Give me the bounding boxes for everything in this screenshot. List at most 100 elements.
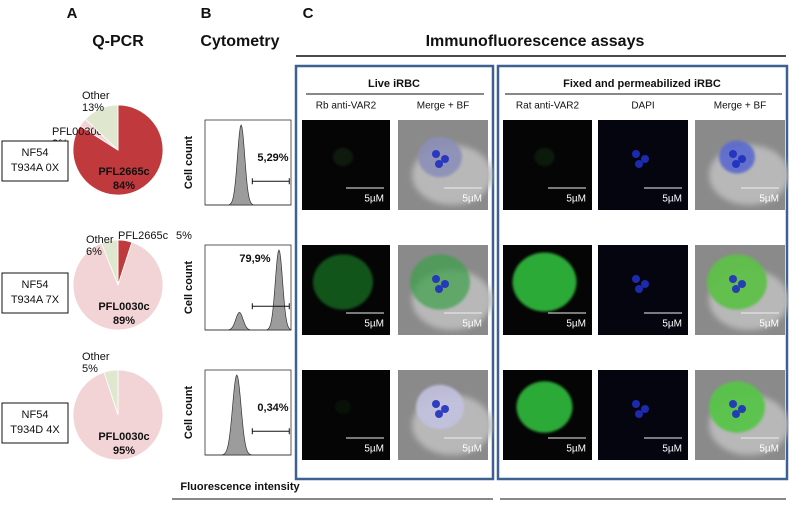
histogram-frame bbox=[204, 369, 292, 456]
sample-label: NF54 bbox=[22, 409, 49, 421]
nucleus bbox=[635, 410, 643, 418]
nucleus bbox=[632, 400, 640, 408]
gate bbox=[251, 428, 290, 435]
histogram bbox=[205, 249, 292, 331]
micrograph bbox=[598, 370, 688, 460]
cell bbox=[512, 252, 577, 312]
sample-label: NF54 bbox=[22, 279, 49, 291]
cell bbox=[516, 381, 573, 433]
sample-label: T934A 7X bbox=[11, 294, 60, 306]
fixed-box bbox=[496, 64, 789, 481]
nucleus bbox=[441, 405, 449, 413]
cell bbox=[313, 254, 373, 310]
histogram bbox=[205, 124, 291, 206]
nucleus bbox=[432, 150, 440, 158]
scale-label: 5µM bbox=[662, 194, 682, 205]
cell bbox=[719, 140, 755, 174]
slice-name: Other bbox=[82, 90, 110, 102]
micrograph bbox=[598, 245, 688, 335]
panel-letter: A bbox=[67, 5, 78, 22]
slice-name: PFL0030c bbox=[98, 431, 149, 443]
y-axis-label: Cell count bbox=[183, 261, 195, 315]
scale-label: 5µM bbox=[462, 444, 482, 455]
nucleus bbox=[435, 285, 443, 293]
cell bbox=[335, 399, 351, 415]
gate-percent: 5,29% bbox=[257, 152, 288, 164]
nucleus bbox=[729, 275, 737, 283]
cell bbox=[534, 147, 555, 167]
sample-label: NF54 bbox=[22, 147, 49, 159]
slice-name: Other bbox=[86, 234, 114, 246]
nucleus bbox=[635, 160, 643, 168]
scale-label: 5µM bbox=[759, 444, 779, 455]
y-axis-label: Cell count bbox=[183, 386, 195, 440]
scale-label: 5µM bbox=[759, 319, 779, 330]
slice-name: Other bbox=[82, 351, 110, 363]
nucleus bbox=[432, 275, 440, 283]
micrograph bbox=[598, 120, 688, 210]
gate-percent: 79,9% bbox=[239, 253, 270, 265]
scale-label: 5µM bbox=[566, 319, 586, 330]
column-title: Merge + BF bbox=[714, 101, 767, 112]
panel-title: Cytometry bbox=[200, 33, 279, 50]
nucleus bbox=[632, 150, 640, 158]
column-title: DAPI bbox=[631, 101, 654, 112]
slice-value: 6% bbox=[86, 246, 102, 258]
scale-label: 5µM bbox=[566, 444, 586, 455]
y-axis-label: Cell count bbox=[183, 136, 195, 190]
nucleus bbox=[432, 400, 440, 408]
slice-name: PFL0030c bbox=[52, 126, 103, 138]
scale-label: 5µM bbox=[759, 194, 779, 205]
slice-value: 84% bbox=[113, 180, 135, 192]
slice-name: PFL2665c bbox=[98, 166, 149, 178]
nucleus bbox=[641, 155, 649, 163]
cell bbox=[416, 384, 464, 430]
sample-label: T934A 0X bbox=[11, 162, 60, 174]
nucleus bbox=[732, 160, 740, 168]
sample-box bbox=[1, 140, 69, 182]
scale-label: 5µM bbox=[662, 319, 682, 330]
scale-label: 5µM bbox=[566, 194, 586, 205]
slice-value: 5% bbox=[82, 363, 98, 375]
nucleus bbox=[441, 280, 449, 288]
nucleus bbox=[641, 405, 649, 413]
nucleus bbox=[732, 285, 740, 293]
histogram bbox=[205, 374, 291, 456]
column-title: Rb anti-VAR2 bbox=[316, 101, 377, 112]
panel-title: Q-PCR bbox=[92, 33, 144, 50]
slice-value: 89% bbox=[113, 315, 135, 327]
gate bbox=[251, 178, 290, 185]
nucleus bbox=[441, 155, 449, 163]
cell bbox=[333, 147, 353, 167]
slice-name: PFL2665c bbox=[118, 230, 169, 242]
scale-label: 5µM bbox=[462, 194, 482, 205]
cell bbox=[709, 381, 765, 433]
pie-slice bbox=[72, 241, 164, 331]
scale-label: 5µM bbox=[662, 444, 682, 455]
nucleus bbox=[729, 400, 737, 408]
nucleus bbox=[435, 410, 443, 418]
nucleus bbox=[738, 155, 746, 163]
slice-name: PFL0030c bbox=[98, 301, 149, 313]
gate bbox=[251, 303, 290, 310]
scale-label: 5µM bbox=[462, 319, 482, 330]
axis-label: Fluorescence intensity bbox=[180, 481, 300, 493]
group-title: Fixed and permeabilized iRBC bbox=[563, 78, 721, 90]
nucleus bbox=[435, 160, 443, 168]
slice-value: 13% bbox=[82, 102, 104, 114]
scale-label: 5µM bbox=[364, 444, 384, 455]
panel-letter: B bbox=[201, 5, 212, 22]
micrograph bbox=[302, 370, 390, 460]
nucleus bbox=[635, 285, 643, 293]
group-title: Live iRBC bbox=[368, 78, 420, 90]
scale-label: 5µM bbox=[364, 194, 384, 205]
panel-letter: C bbox=[303, 5, 314, 22]
nucleus bbox=[729, 150, 737, 158]
panel-title: Immunofluorescence assays bbox=[426, 33, 645, 50]
gate-percent: 0,34% bbox=[257, 402, 288, 414]
cell bbox=[418, 136, 462, 178]
nucleus bbox=[641, 280, 649, 288]
cell bbox=[707, 254, 767, 310]
live-box bbox=[294, 64, 495, 481]
